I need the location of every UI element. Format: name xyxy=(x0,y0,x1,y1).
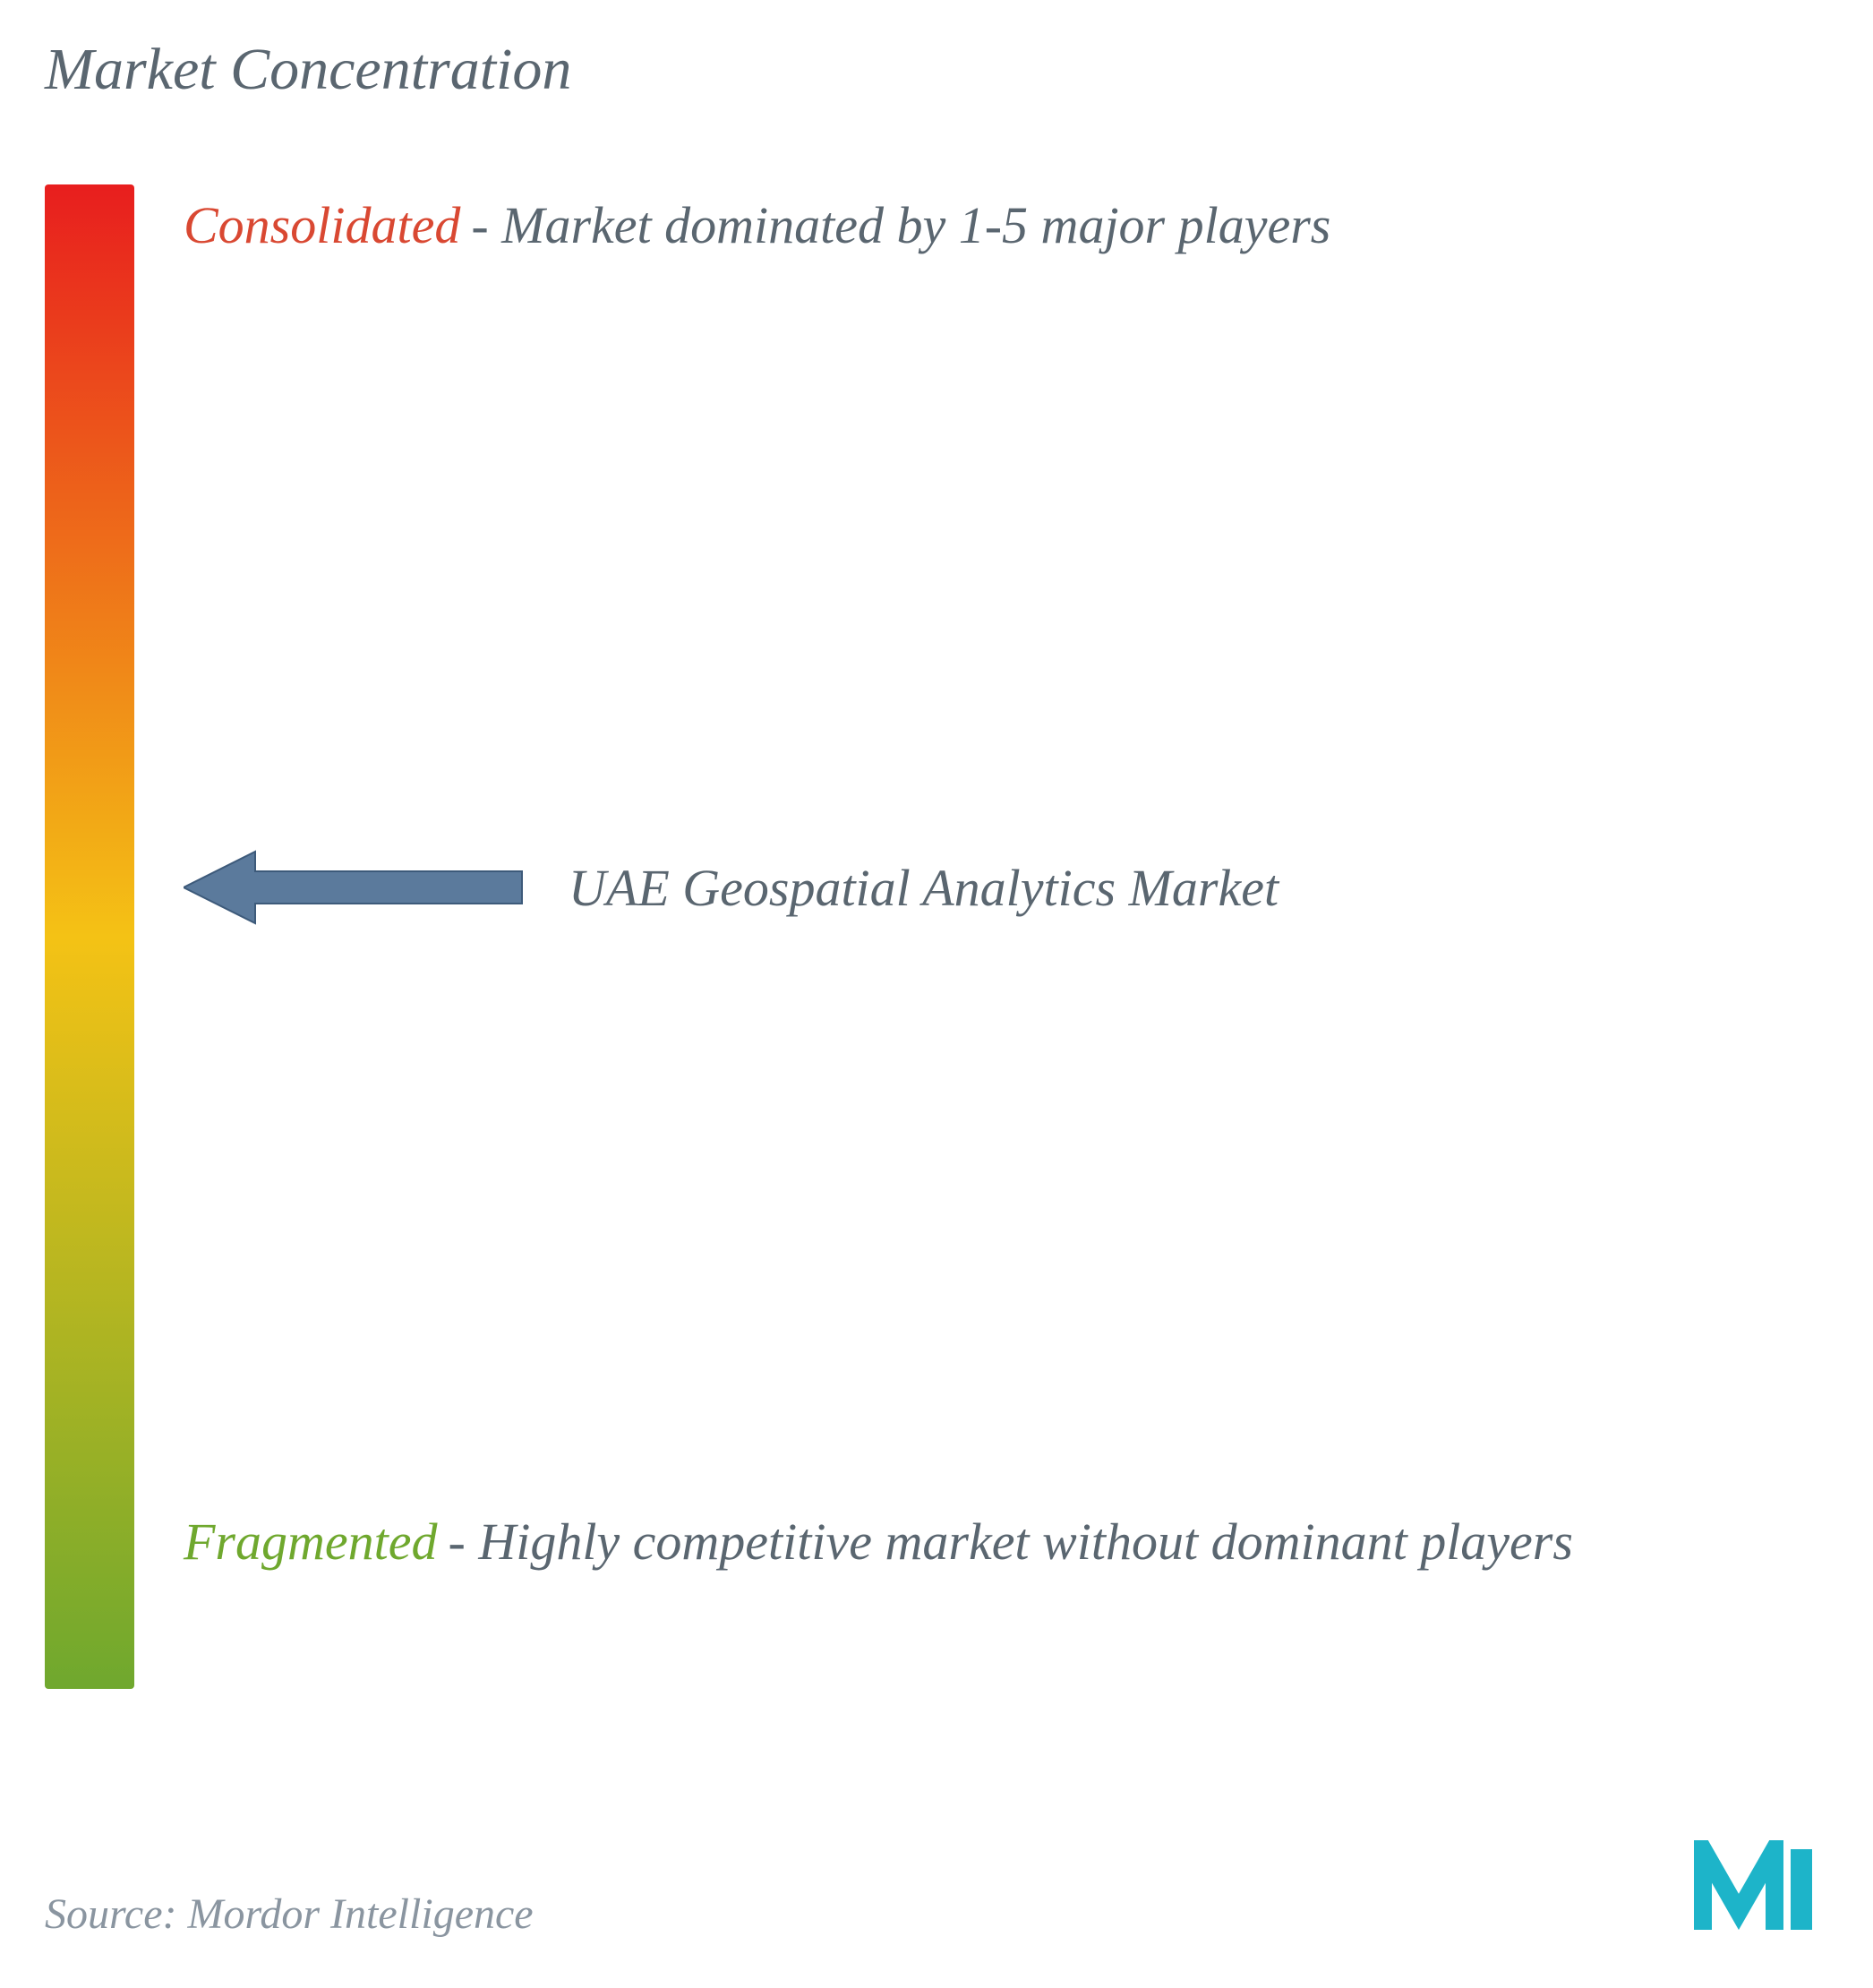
page-title: Market Concentration xyxy=(45,36,1828,104)
consolidated-label: Consolidated - Market dominated by 1-5 m… xyxy=(184,184,1828,268)
fragmented-keyword: Fragmented xyxy=(184,1501,438,1584)
arrow-icon xyxy=(184,847,524,928)
logo-icon xyxy=(1694,1840,1828,1939)
gradient-scale xyxy=(45,184,134,1689)
consolidated-keyword: Consolidated xyxy=(184,184,460,268)
consolidated-description: - Market dominated by 1-5 major players xyxy=(471,184,1330,268)
market-name: UAE Geospatial Analytics Market xyxy=(569,858,1279,918)
concentration-diagram: Consolidated - Market dominated by 1-5 m… xyxy=(45,184,1828,1707)
footer: Source: Mordor Intelligence xyxy=(45,1840,1828,1939)
source-text: Source: Mordor Intelligence xyxy=(45,1889,534,1939)
fragmented-description: - Highly competitive market without domi… xyxy=(449,1501,1573,1584)
market-pointer: UAE Geospatial Analytics Market xyxy=(184,847,1279,928)
fragmented-label: Fragmented - Highly competitive market w… xyxy=(184,1501,1828,1584)
labels-container: Consolidated - Market dominated by 1-5 m… xyxy=(184,184,1828,1707)
